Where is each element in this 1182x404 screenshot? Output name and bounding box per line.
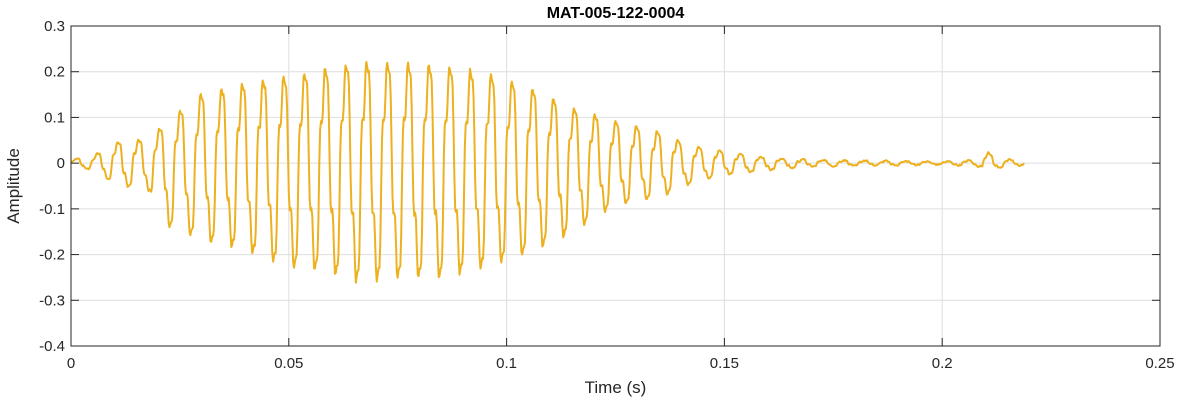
x-tick-label: 0.15 bbox=[710, 355, 739, 372]
y-tick-label: -0.2 bbox=[39, 247, 65, 264]
y-tick-label: -0.3 bbox=[39, 292, 65, 309]
y-tick-label: 0.1 bbox=[44, 109, 65, 126]
x-tick-label: 0.2 bbox=[932, 355, 953, 372]
y-tick-label: -0.4 bbox=[39, 338, 65, 355]
x-axis-label: Time (s) bbox=[585, 378, 647, 397]
series-layer bbox=[70, 60, 1025, 284]
plot-frame bbox=[70, 25, 1161, 347]
y-tick-label: 0.2 bbox=[44, 64, 65, 81]
x-tick-label: 0.25 bbox=[1145, 355, 1174, 372]
y-tick-label: 0 bbox=[57, 155, 65, 172]
plot-area bbox=[71, 26, 1160, 346]
x-tick-label: 0 bbox=[67, 355, 75, 372]
chart-title: MAT-005-122-0004 bbox=[547, 5, 685, 22]
series-line-0 bbox=[70, 60, 1025, 284]
x-tick-label: 0.05 bbox=[274, 355, 303, 372]
grid-lines bbox=[71, 26, 1160, 346]
x-tick-label: 0.1 bbox=[496, 355, 517, 372]
y-tick-label: 0.3 bbox=[44, 18, 65, 35]
y-tick-label: -0.1 bbox=[39, 201, 65, 218]
y-axis-label: Amplitude bbox=[4, 148, 23, 224]
tick-marks bbox=[70, 25, 1161, 347]
tick-labels: 0 0.05 0.1 0.15 0.2 0.25 -0.4 -0.3 -0.2 -0.1 0 0.1 0… bbox=[39, 18, 1174, 372]
